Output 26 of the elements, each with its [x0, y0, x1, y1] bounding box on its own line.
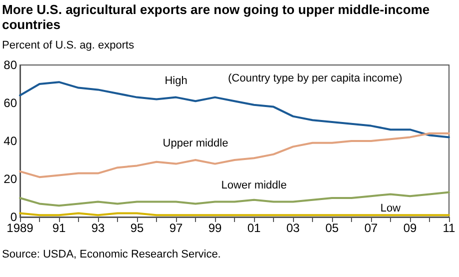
x-tick-label: 91: [52, 221, 66, 235]
x-tick-label: 09: [403, 221, 417, 235]
y-tick-label: 40: [4, 134, 18, 148]
x-tick-label: 97: [169, 221, 183, 235]
y-tick-label: 80: [4, 58, 18, 72]
y-axis-title: Percent of U.S. ag. exports: [2, 40, 135, 52]
x-tick-label: 99: [208, 221, 222, 235]
x-tick-label: 03: [286, 221, 300, 235]
source-note: Source: USDA, Economic Research Service.: [2, 248, 221, 260]
chart-title: More U.S. agricultural exports are now going to upper middle-income countries: [2, 2, 434, 32]
x-tick-label: 93: [91, 221, 105, 235]
series-label: Lower middle: [221, 179, 287, 192]
x-tick-label: 07: [364, 221, 378, 235]
x-tick-label: 01: [247, 221, 261, 235]
y-tick-label: 0: [10, 210, 18, 224]
y-tick-label: 20: [4, 172, 18, 186]
series-label: High: [164, 74, 188, 87]
x-tick-label: 05: [325, 221, 339, 235]
annotation: (Country type by per capita income): [228, 72, 402, 84]
y-tick-label: 60: [4, 96, 18, 110]
x-tick-label: 11: [442, 221, 456, 235]
series-label: Low: [380, 202, 401, 215]
series-label: Upper middle: [162, 138, 228, 150]
x-tick-label: 95: [130, 221, 144, 235]
x-tick-label: 1989: [6, 221, 34, 235]
line-series: [19, 132, 450, 178]
